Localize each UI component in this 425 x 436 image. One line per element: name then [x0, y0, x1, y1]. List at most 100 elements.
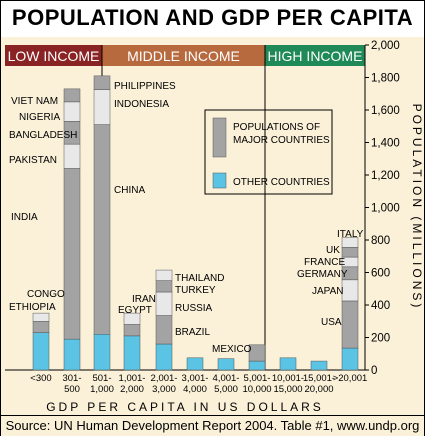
bar-country-segment [93, 124, 111, 335]
country-label: CHINA [114, 185, 145, 196]
bar-country-segment [32, 321, 50, 333]
bar-other-countries [217, 358, 235, 371]
bar-country-segment [155, 280, 173, 293]
x-axis-title: GDP PER CAPITA IN US DOLLARS [46, 400, 324, 414]
income-band-label: MIDDLE INCOME [127, 48, 240, 64]
bar-other-countries [93, 334, 111, 371]
bar-country-segment [63, 101, 81, 122]
x-tick-label: 15,000 [273, 384, 302, 395]
country-label: IRAN [132, 294, 156, 305]
x-tick-label: 1,000 [90, 384, 114, 395]
bar-country-segment [93, 89, 111, 125]
population-gdp-chart: LOW INCOME MIDDLE INCOME HIGH INCOME 0 200 40… [5, 40, 424, 414]
bar-other-countries [248, 360, 266, 371]
country-label: USA [321, 317, 342, 328]
x-tick-label: 500 [64, 384, 80, 395]
y-tick-label: 1,600 [371, 105, 400, 117]
bar-country-segment [155, 269, 173, 281]
x-tick-label: 2,001- [151, 373, 178, 384]
country-label: CONGO [27, 289, 65, 300]
bar-other-countries [186, 357, 204, 371]
bar-country-segment [32, 312, 50, 322]
bar-country-segment [93, 75, 111, 90]
country-label: GERMANY [297, 269, 348, 280]
country-label: ETHIOPIA [9, 302, 56, 313]
bar-country-segment [341, 279, 359, 302]
country-label: UK [326, 245, 340, 256]
income-band-label: HIGH INCOME [268, 48, 363, 64]
bar-other-countries [310, 360, 328, 371]
country-label: MEXICO [212, 344, 252, 355]
country-label: PAKISTAN [9, 155, 57, 166]
x-tick-label: 3,001- [182, 373, 209, 384]
country-label: INDONESIA [114, 99, 169, 110]
x-tick-label: 20,000 [304, 384, 333, 395]
country-label: NIGERIA [19, 112, 60, 123]
x-tick-label: 15,001- [303, 373, 335, 384]
bar-country-segment [341, 237, 359, 248]
country-label: BRAZIL [175, 327, 210, 338]
bar-country-segment [63, 143, 81, 169]
bar-country-segment [123, 324, 141, 337]
income-band-3 [265, 45, 365, 66]
title-bar: POPULATION AND GDP PER CAPITA [1, 1, 424, 37]
x-tick-label: 301- [62, 373, 81, 384]
bar-country-segment [341, 247, 359, 258]
bar-other-countries [63, 338, 81, 371]
source-note: Source: UN Human Development Report 2004… [5, 418, 420, 433]
country-label: INDIA [11, 212, 38, 223]
y-tick-label: 600 [371, 268, 390, 280]
y-tick-label: 1,200 [371, 170, 400, 182]
y-tick-label: 1,400 [371, 138, 400, 150]
country-label: TURKEY [175, 285, 216, 296]
chart-title: POPULATION AND GDP PER CAPITA [11, 5, 414, 30]
x-tick-label: 5,000 [214, 384, 238, 395]
legend-swatch [212, 172, 227, 189]
source-bar: Source: UN Human Development Report 2004… [1, 415, 424, 436]
y-tick-label: 400 [371, 300, 390, 312]
bar-country-segment [248, 344, 266, 362]
legend-swatch [212, 117, 227, 158]
y-tick-label: 0 [371, 365, 377, 377]
y-axis-title: POPULATION (MILLIONS) [410, 104, 424, 311]
income-band-2 [102, 45, 265, 66]
x-tick-label: 501- [92, 373, 111, 384]
bar-country-segment [63, 88, 81, 103]
country-label: BANGLADESH [9, 130, 77, 141]
country-label: PHILIPPINES [114, 81, 176, 92]
x-tick-label: 10,000 [242, 384, 271, 395]
bar-other-countries [279, 357, 297, 371]
y-tick-label: 2,000 [371, 40, 400, 52]
country-label: RUSSIA [175, 303, 213, 314]
bar-country-segment [123, 312, 141, 325]
x-tick-label: 2,000 [120, 384, 144, 395]
x-tick-label: >20,001 [333, 373, 368, 384]
x-tick-label: 5,001- [244, 373, 271, 384]
x-tick-label: 4,000 [183, 384, 207, 395]
bar-country-segment [63, 168, 81, 340]
y-tick-label: 1,800 [371, 73, 400, 85]
country-label: FRANCE [304, 257, 345, 268]
legend-label: POPULATIONS OF [233, 122, 320, 133]
country-label: EGYPT [118, 305, 152, 316]
bar-country-segment [155, 315, 173, 345]
legend-label: MAJOR COUNTRIES [233, 135, 330, 146]
country-label: ITALY [337, 229, 364, 240]
bar-country-segment [155, 291, 173, 316]
bar-other-countries [123, 335, 141, 371]
legend-box [204, 109, 333, 195]
bar-other-countries [341, 347, 359, 371]
y-tick-label: 800 [371, 235, 390, 247]
x-tick-label: 3,000 [152, 384, 176, 395]
bar-other-countries [32, 332, 50, 371]
y-tick-label: 1,000 [371, 203, 400, 215]
bar-other-countries [155, 343, 173, 371]
country-label: JAPAN [312, 286, 344, 297]
income-band-label: LOW INCOME [8, 48, 100, 64]
bar-country-segment [341, 300, 359, 349]
y-tick-label: 200 [371, 333, 390, 345]
country-label: VIET NAM [11, 96, 58, 107]
x-tick-label: 1,001- [119, 373, 146, 384]
country-label: THAILAND [175, 273, 224, 284]
